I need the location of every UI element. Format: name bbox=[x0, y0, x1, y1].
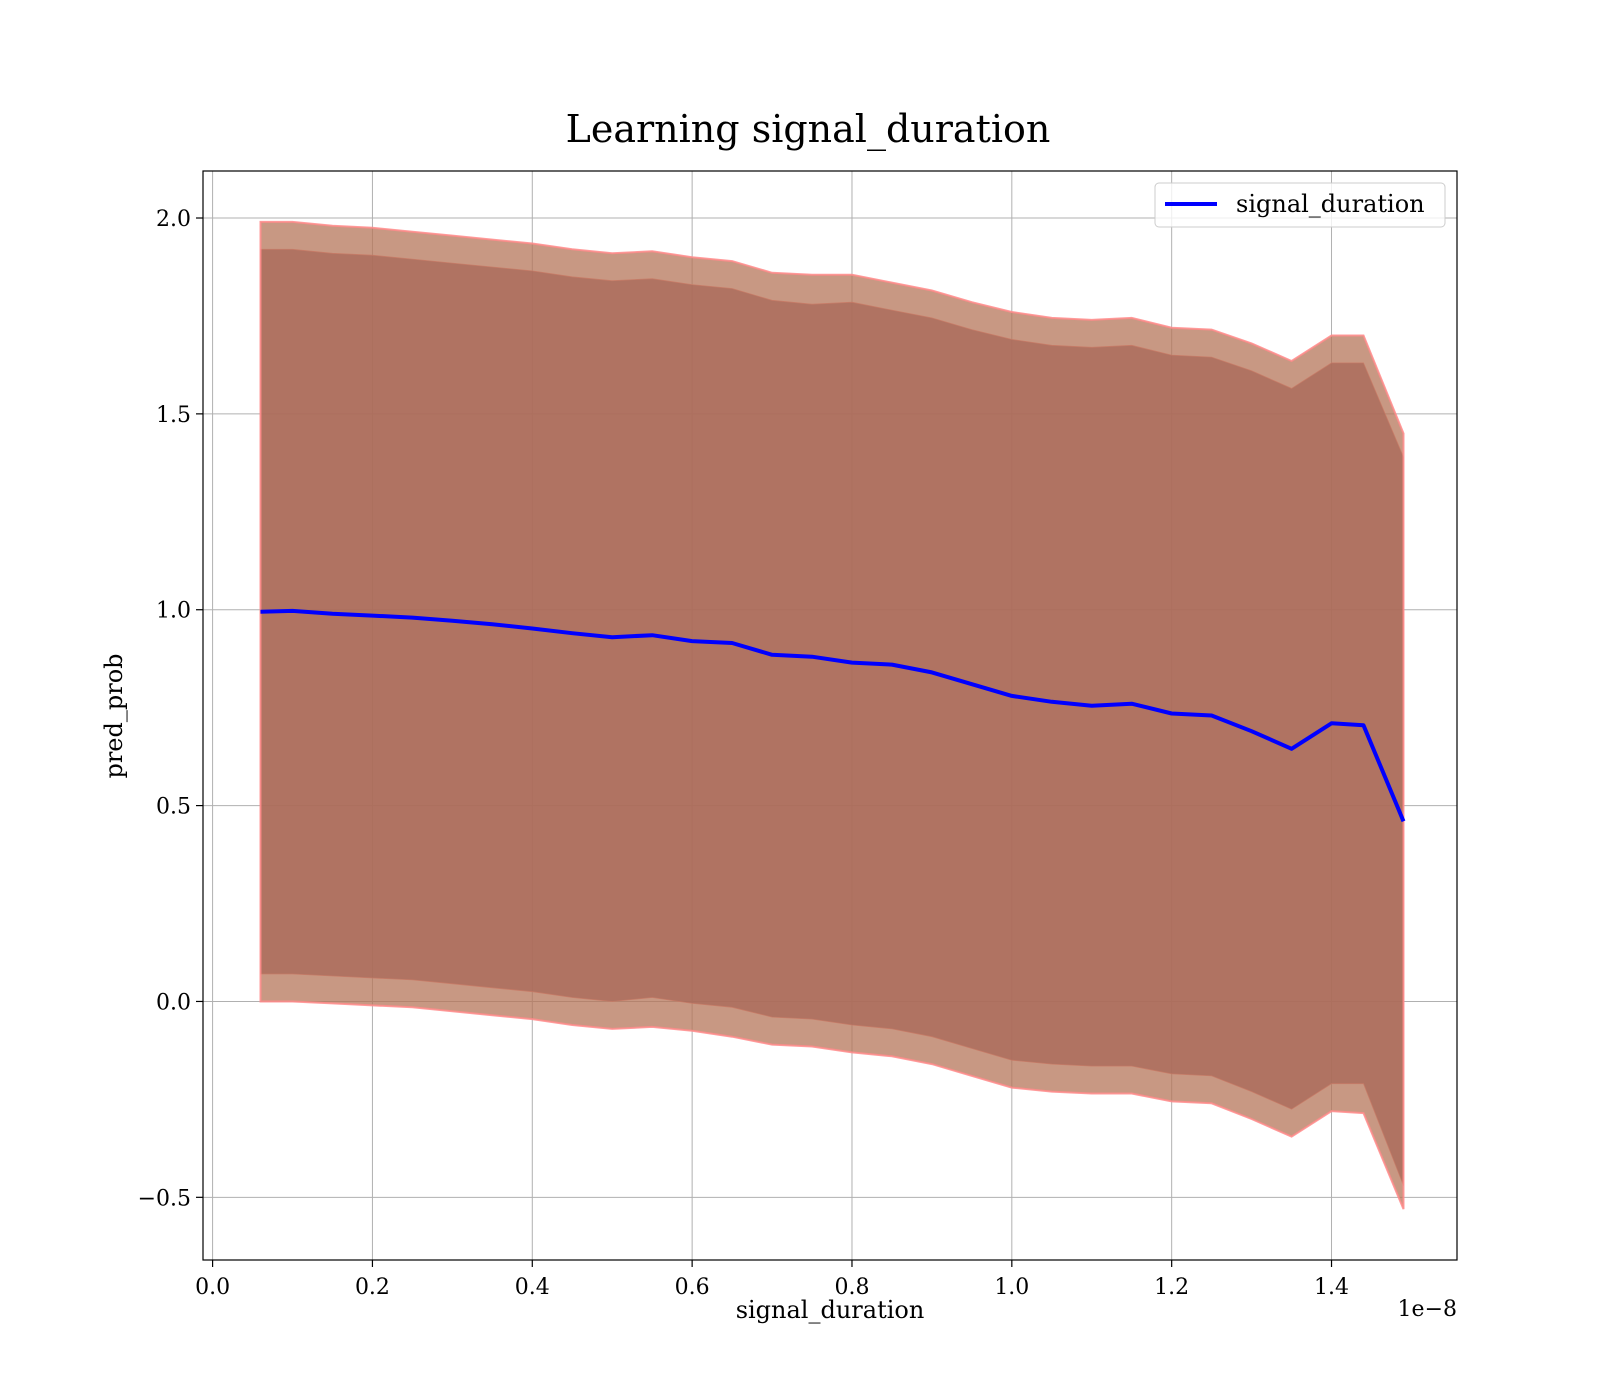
y-tick-label: 1.5 bbox=[156, 403, 191, 428]
x-tick-label: 0.2 bbox=[355, 1275, 390, 1300]
plot-frame bbox=[202, 170, 1458, 1261]
x-offset-label: 1e−8 bbox=[1398, 1297, 1457, 1322]
legend-label: signal_duration bbox=[1236, 190, 1425, 218]
series-line bbox=[260, 608, 1406, 823]
y-tick-label: 2.0 bbox=[156, 207, 191, 232]
chart-title: Learning signal_duration bbox=[566, 107, 1051, 152]
x-axis-label: signal_duration bbox=[736, 1296, 925, 1324]
series-lines bbox=[260, 608, 1406, 823]
y-tick-label: −0.5 bbox=[138, 1186, 191, 1211]
x-tick-label: 1.0 bbox=[994, 1275, 1029, 1300]
x-tick-label: 1.4 bbox=[1314, 1275, 1349, 1300]
legend: signal_duration bbox=[1154, 182, 1446, 228]
confidence-bands bbox=[259, 220, 1405, 1210]
x-tick-label: 0.4 bbox=[515, 1275, 550, 1300]
x-axis-ticks: 0.0 0.2 0.4 0.6 0.8 1.0 1.2 1.4 bbox=[195, 1260, 1349, 1300]
y-axis-label: pred_prob bbox=[100, 653, 128, 778]
y-tick-label: 0.5 bbox=[156, 795, 191, 820]
confidence-band bbox=[259, 220, 1405, 1210]
y-tick-label: 0.0 bbox=[156, 990, 191, 1015]
y-axis-ticks: −0.5 0.0 0.5 1.0 1.5 2.0 bbox=[138, 207, 203, 1211]
x-tick-label: 0.6 bbox=[675, 1275, 710, 1300]
y-tick-label: 1.0 bbox=[156, 599, 191, 624]
legend-box bbox=[1154, 182, 1446, 228]
x-tick-label: 0.8 bbox=[834, 1275, 869, 1300]
x-tick-label: 1.2 bbox=[1154, 1275, 1189, 1300]
x-tick-label: 0.0 bbox=[195, 1275, 230, 1300]
